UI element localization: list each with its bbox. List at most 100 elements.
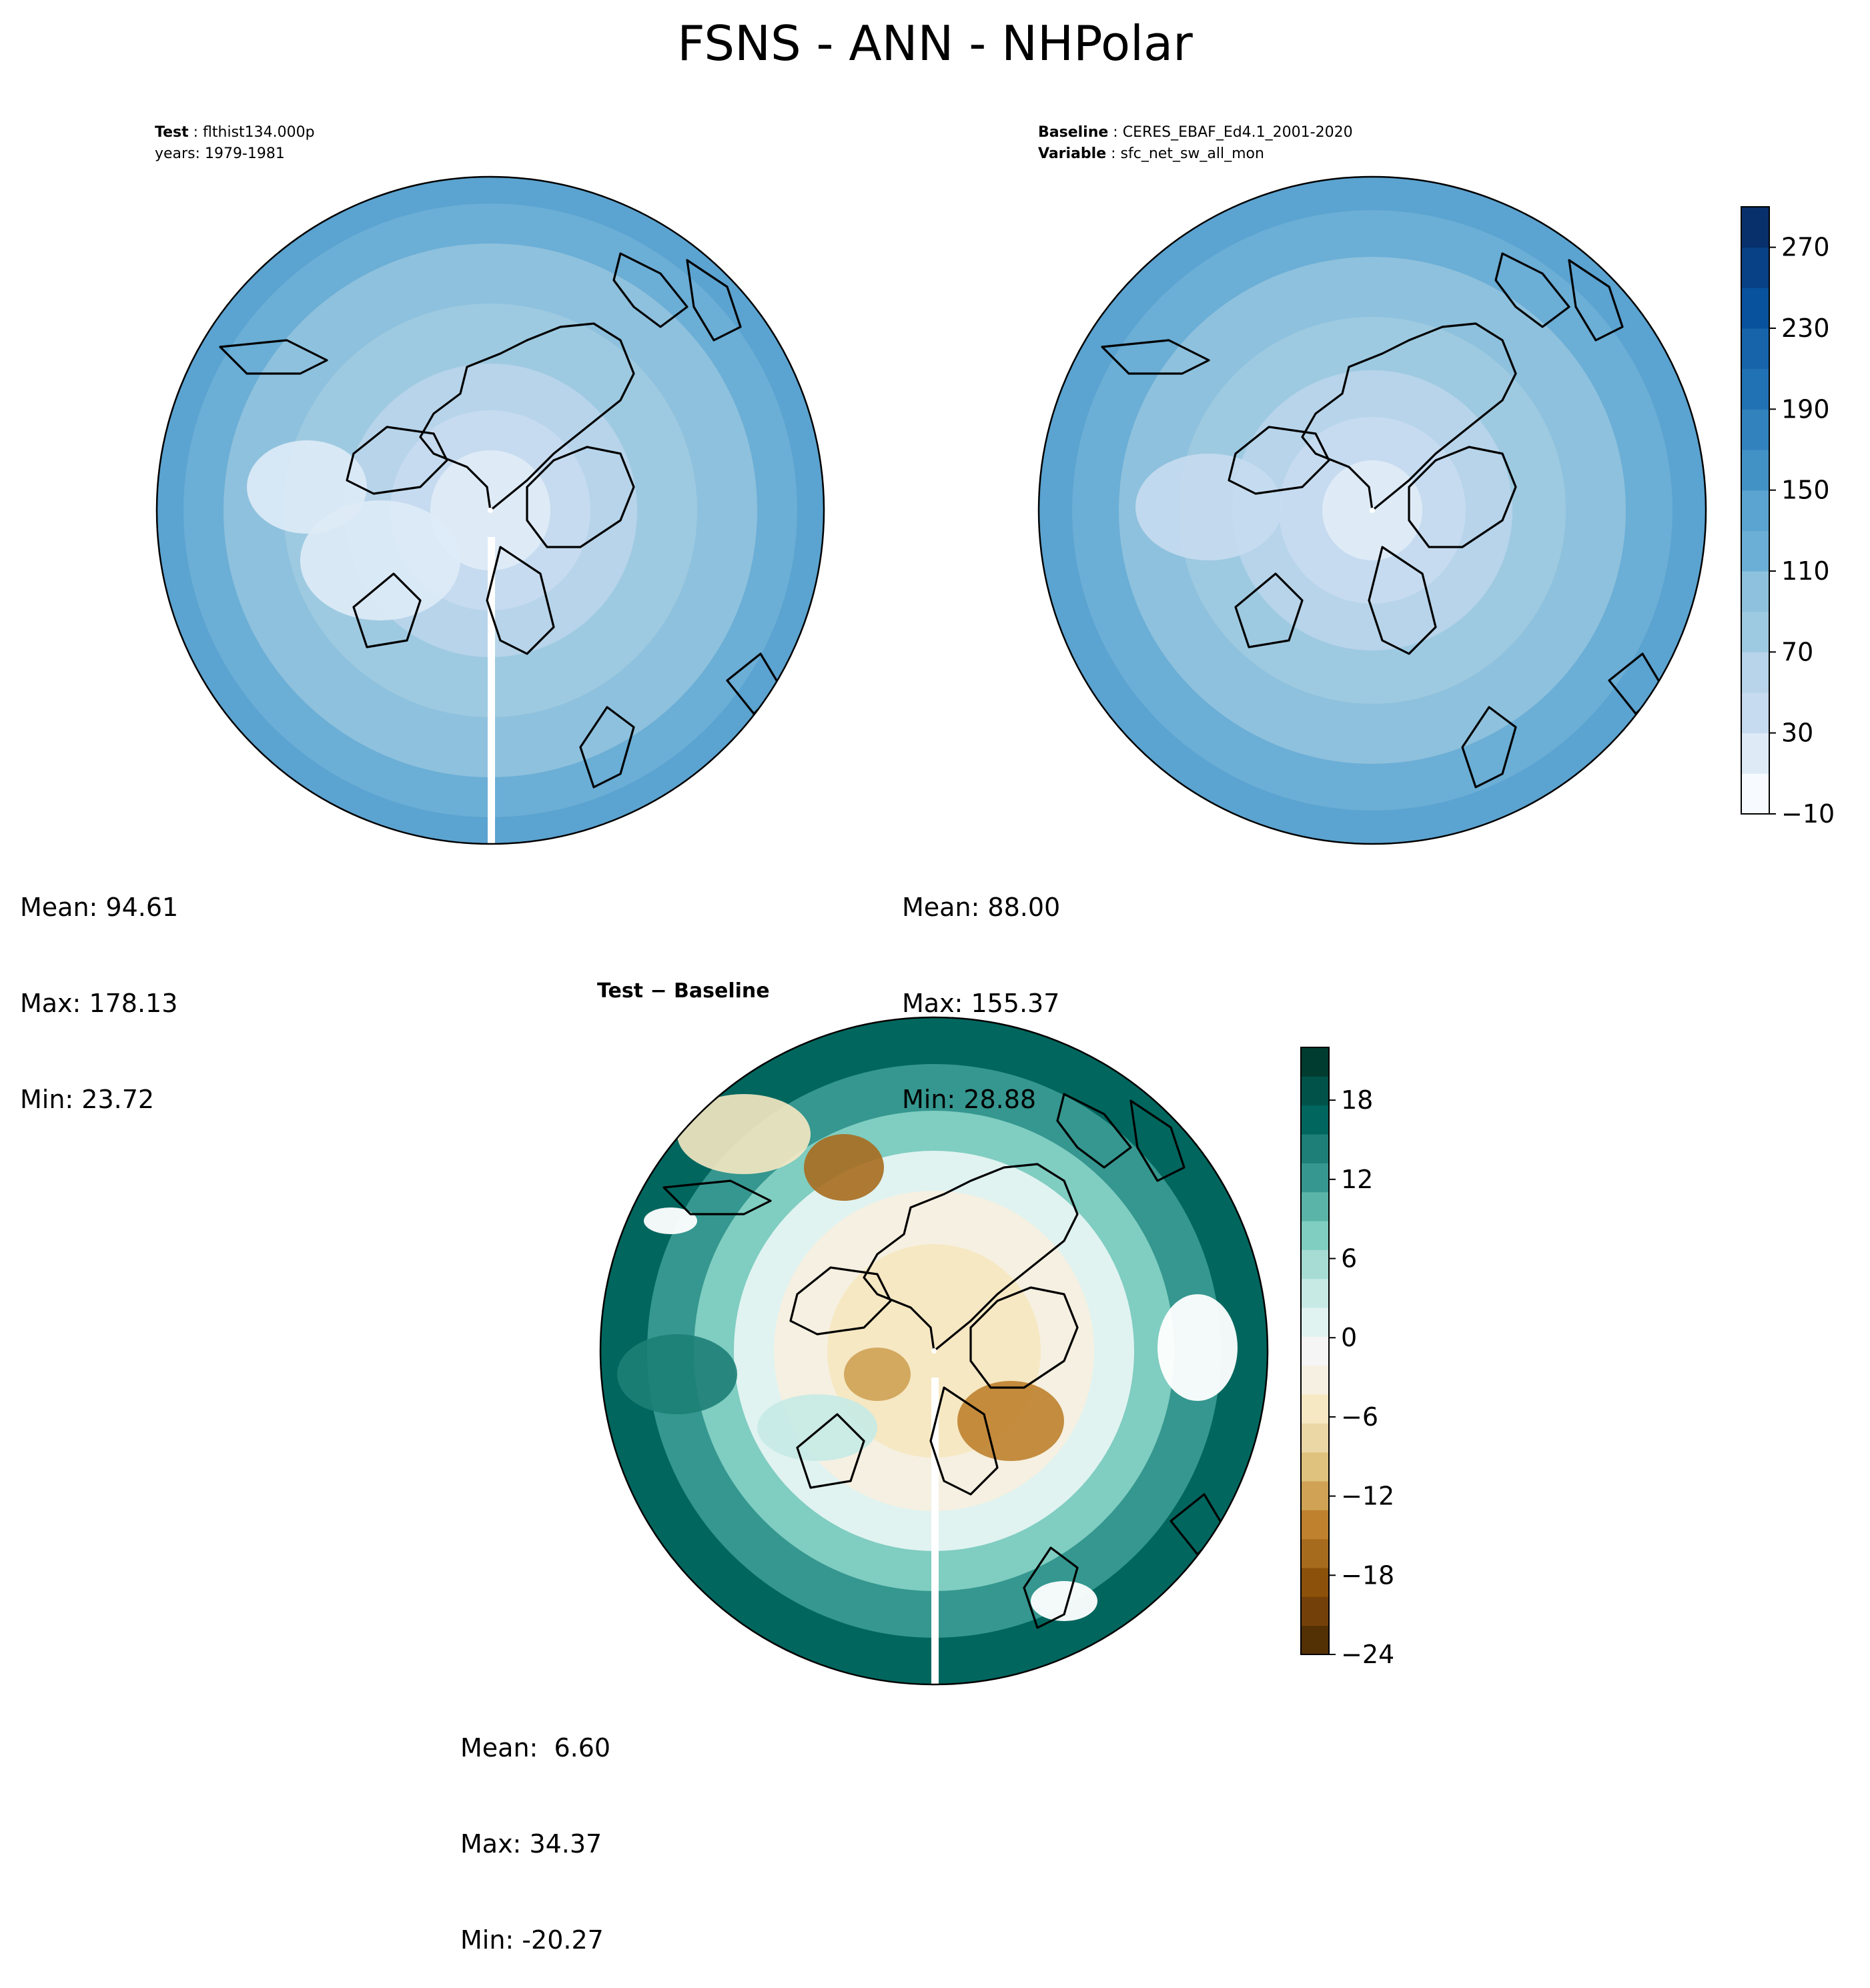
test-label-key: Test (155, 124, 189, 141)
coastline-5 (219, 339, 328, 375)
colorbar-segment-7 (1301, 1423, 1329, 1453)
map-anomaly-patch-4 (677, 1094, 811, 1174)
map-data-gap (488, 537, 495, 844)
colorbar-segment-16 (1301, 1163, 1329, 1193)
colorbar-tick-label-1: 12 (1341, 1165, 1373, 1194)
north-pole-marker (488, 508, 493, 513)
colorbar-segment-0 (1301, 1625, 1329, 1655)
diff-polar-map (599, 1016, 1269, 1686)
map-anomaly-patch-1 (300, 500, 460, 620)
diff-label: Test − Baseline (597, 979, 770, 1003)
test-min: Min: 23.72 (20, 1085, 155, 1114)
baseline-mean: Mean: 88.00 (902, 893, 1061, 922)
north-pole-marker (1370, 508, 1375, 513)
colorbar-segment-6 (1301, 1452, 1329, 1482)
colorbar-segment-15 (1301, 1191, 1329, 1221)
north-pole-marker (931, 1348, 937, 1354)
colorbar-tick-label-2: 6 (1341, 1244, 1357, 1274)
colorbar-segment-11 (1741, 328, 1769, 370)
colorbar-tick-label-4: −6 (1341, 1402, 1378, 1432)
map-anomaly-patch-0 (804, 1134, 884, 1201)
colorbar-tick-label-5: −12 (1341, 1482, 1394, 1511)
colorbar-segment-7 (1741, 490, 1769, 531)
test-polar-map (155, 175, 825, 845)
coastline-2 (346, 426, 448, 495)
coastline-7 (1461, 706, 1517, 789)
test-stats: Mean: 94.61 Max: 178.13 Min: 23.72 (20, 827, 178, 1147)
map-data-gap (931, 1378, 939, 1684)
map-anomaly-patch-6 (1157, 1294, 1238, 1401)
colorbar-segment-3 (1741, 652, 1769, 693)
colorbar-tick-label-3: 150 (1781, 476, 1830, 505)
coastline-1 (969, 1286, 1079, 1389)
main-colorbar: 270 230 190 150 110 70 30 −10 (1741, 206, 1835, 827)
colorbar-segment-10 (1301, 1336, 1329, 1366)
diff-mean: Mean: 6.60 (460, 1733, 611, 1763)
map-anomaly-patch-3 (757, 1394, 877, 1461)
colorbar-segment-14 (1301, 1221, 1329, 1250)
diff-min: Min: -20.27 (460, 1925, 604, 1955)
colorbar-tick-label-6: −18 (1341, 1560, 1394, 1590)
coastline-1 (526, 446, 635, 548)
colorbar-segment-14 (1741, 207, 1769, 248)
colorbar-segment-2 (1741, 692, 1769, 734)
coastline-5 (1101, 339, 1210, 375)
coastline-0 (863, 1163, 1079, 1352)
colorbar-segment-18 (1301, 1105, 1329, 1135)
coastline-9 (1368, 546, 1437, 655)
coastline-5 (662, 1179, 772, 1215)
baseline-label-value: CERES_EBAF_Ed4.1_2001-2020 (1122, 124, 1353, 141)
map-anomaly-patch-5 (617, 1334, 737, 1414)
colorbar-segment-13 (1741, 247, 1769, 288)
coastline-3 (1056, 1093, 1132, 1169)
baseline-variable: Variable : sfc_net_sw_all_mon (1038, 145, 1264, 162)
baseline-max: Max: 155.37 (902, 989, 1060, 1018)
figure-title: FSNS - ANN - NHPolar (677, 15, 1193, 71)
coastline-0 (1301, 322, 1517, 512)
test-label-value: flthist134.000p (203, 124, 315, 141)
colorbar-segment-9 (1301, 1365, 1329, 1395)
baseline-label: Baseline : CERES_EBAF_Ed4.1_2001-2020 (1038, 124, 1353, 141)
colorbar-tick-label-1: 230 (1781, 314, 1830, 343)
coastline-7 (1023, 1546, 1079, 1629)
map-boundary (599, 1016, 1269, 1686)
map-boundary (1037, 175, 1707, 845)
colorbar-tick-label-7: −24 (1341, 1640, 1394, 1668)
coastline-0 (419, 322, 635, 512)
colorbar-tick-label-5: 70 (1781, 637, 1813, 666)
coastline-3 (1494, 252, 1570, 328)
coastline-7 (579, 706, 635, 789)
colorbar-segment-8 (1301, 1394, 1329, 1424)
colorbar-segment-8 (1741, 450, 1769, 491)
coastline-4 (1568, 259, 1624, 342)
map-anomaly-patch-2 (844, 1348, 911, 1401)
coastline-2 (1228, 426, 1330, 495)
colorbar-tick-label-3: 0 (1341, 1323, 1357, 1352)
coastline-3 (612, 252, 688, 328)
coastline-1 (1408, 446, 1517, 548)
map-anomaly-patch-0 (1135, 454, 1282, 560)
test-years: years: 1979-1981 (155, 145, 285, 162)
colorbar-segment-12 (1741, 288, 1769, 329)
colorbar-segment-4 (1741, 611, 1769, 652)
coastline-4 (1129, 1099, 1186, 1182)
baseline-label-key: Baseline (1038, 124, 1109, 141)
colorbar-frame (1300, 1047, 1330, 1655)
test-max: Max: 178.13 (20, 989, 178, 1018)
colorbar-segment-11 (1301, 1308, 1329, 1337)
colorbar-segment-3 (1301, 1538, 1329, 1568)
colorbar-segment-6 (1741, 530, 1769, 572)
colorbar-segment-17 (1301, 1134, 1329, 1163)
colorbar-frame (1741, 206, 1770, 815)
colorbar-segment-20 (1301, 1047, 1329, 1077)
colorbar-tick-label-7: −10 (1781, 799, 1835, 827)
coastline-4 (686, 259, 742, 342)
colorbar-segment-1 (1741, 732, 1769, 774)
coastline-6 (1234, 572, 1304, 648)
diff-max: Max: 34.37 (460, 1829, 602, 1859)
coastline-9 (929, 1386, 999, 1496)
baseline-variable-key: Variable (1038, 145, 1107, 162)
map-boundary (155, 175, 825, 845)
colorbar-segment-4 (1301, 1510, 1329, 1540)
colorbar-tick-label-0: 18 (1341, 1085, 1373, 1115)
